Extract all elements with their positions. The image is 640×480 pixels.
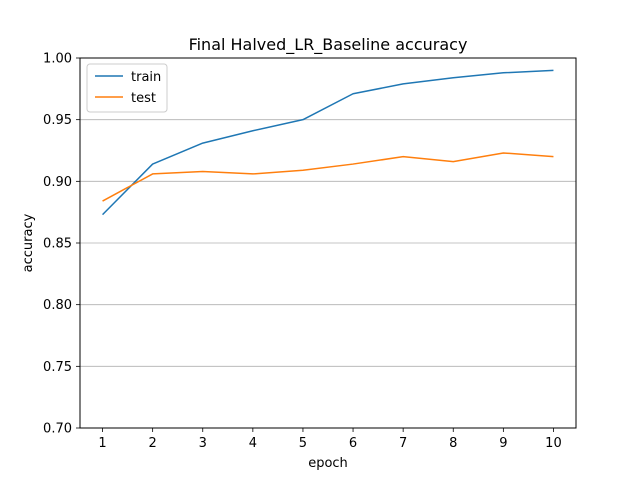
series-lines [102, 69, 554, 216]
legend: train test [86, 63, 168, 113]
legend-label-train: train [131, 70, 161, 85]
chart-title: Final Halved_LR_Baseline accuracy [189, 35, 468, 55]
x-tick-label: 5 [299, 436, 307, 451]
series-line-test [102, 152, 554, 202]
y-tick-label: 0.80 [43, 298, 72, 313]
y-tick-label: 1.00 [43, 52, 72, 67]
x-tick-label: 1 [98, 436, 106, 451]
legend-label-test: test [131, 91, 156, 106]
x-tick-label: 3 [199, 436, 207, 451]
x-axis-label: epoch [308, 456, 348, 471]
x-tick-label: 8 [449, 436, 457, 451]
x-tick-label: 7 [399, 436, 407, 451]
y-tick-label: 0.70 [43, 422, 72, 437]
y-tick-label: 0.95 [43, 113, 72, 128]
y-tick-label: 0.85 [43, 237, 72, 252]
x-tick-label: 4 [249, 436, 257, 451]
x-tick-label: 6 [349, 436, 357, 451]
y-tick-label: 0.90 [43, 175, 72, 190]
x-tick-label: 10 [545, 436, 562, 451]
grid-lines [80, 119, 576, 367]
x-tick-label: 2 [149, 436, 157, 451]
y-axis-label: accuracy [21, 213, 36, 272]
y-tick-label: 0.75 [43, 360, 72, 375]
y-axis-ticks: 0.70 0.75 0.80 0.85 0.90 0.95 1.00 [43, 52, 80, 437]
series-line-train [102, 69, 554, 216]
x-tick-label: 9 [499, 436, 507, 451]
x-axis-ticks: 1 2 3 4 5 6 7 8 9 10 [98, 428, 562, 451]
